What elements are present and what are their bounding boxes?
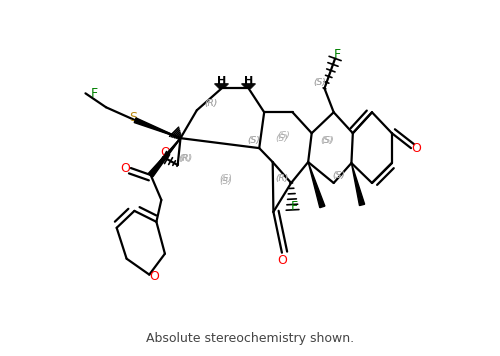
Text: H: H [244,75,253,85]
Polygon shape [352,163,364,205]
Text: (S): (S) [219,173,232,183]
Text: F: F [91,87,98,100]
Text: (S): (S) [313,78,326,87]
Text: (R): (R) [180,153,193,163]
Text: (S): (S) [313,78,326,87]
Text: (S): (S) [247,136,260,145]
Text: Absolute stereochemistry shown.: Absolute stereochemistry shown. [146,332,354,345]
Text: (S): (S) [332,171,345,179]
Text: O: O [411,142,421,155]
Text: O: O [149,270,159,283]
Text: (S): (S) [320,136,333,145]
Text: (R): (R) [276,173,288,183]
Text: (S): (S) [247,136,260,145]
Text: (R): (R) [276,173,288,183]
Text: (S): (S) [276,134,288,143]
Text: O: O [277,254,287,267]
Text: (S): (S) [278,131,290,140]
Text: S: S [130,111,138,124]
Text: (R): (R) [204,99,218,108]
Text: O: O [160,146,170,159]
Text: (S): (S) [332,171,345,179]
Text: (R): (R) [178,153,192,163]
Polygon shape [308,162,325,208]
Text: F: F [334,48,340,61]
Polygon shape [134,118,180,138]
Text: H: H [217,75,226,85]
Polygon shape [148,138,180,177]
Text: (S): (S) [322,136,334,145]
Text: O: O [120,162,130,174]
Text: F: F [291,200,298,213]
Text: (S): (S) [219,178,232,187]
Text: (R): (R) [204,99,218,108]
